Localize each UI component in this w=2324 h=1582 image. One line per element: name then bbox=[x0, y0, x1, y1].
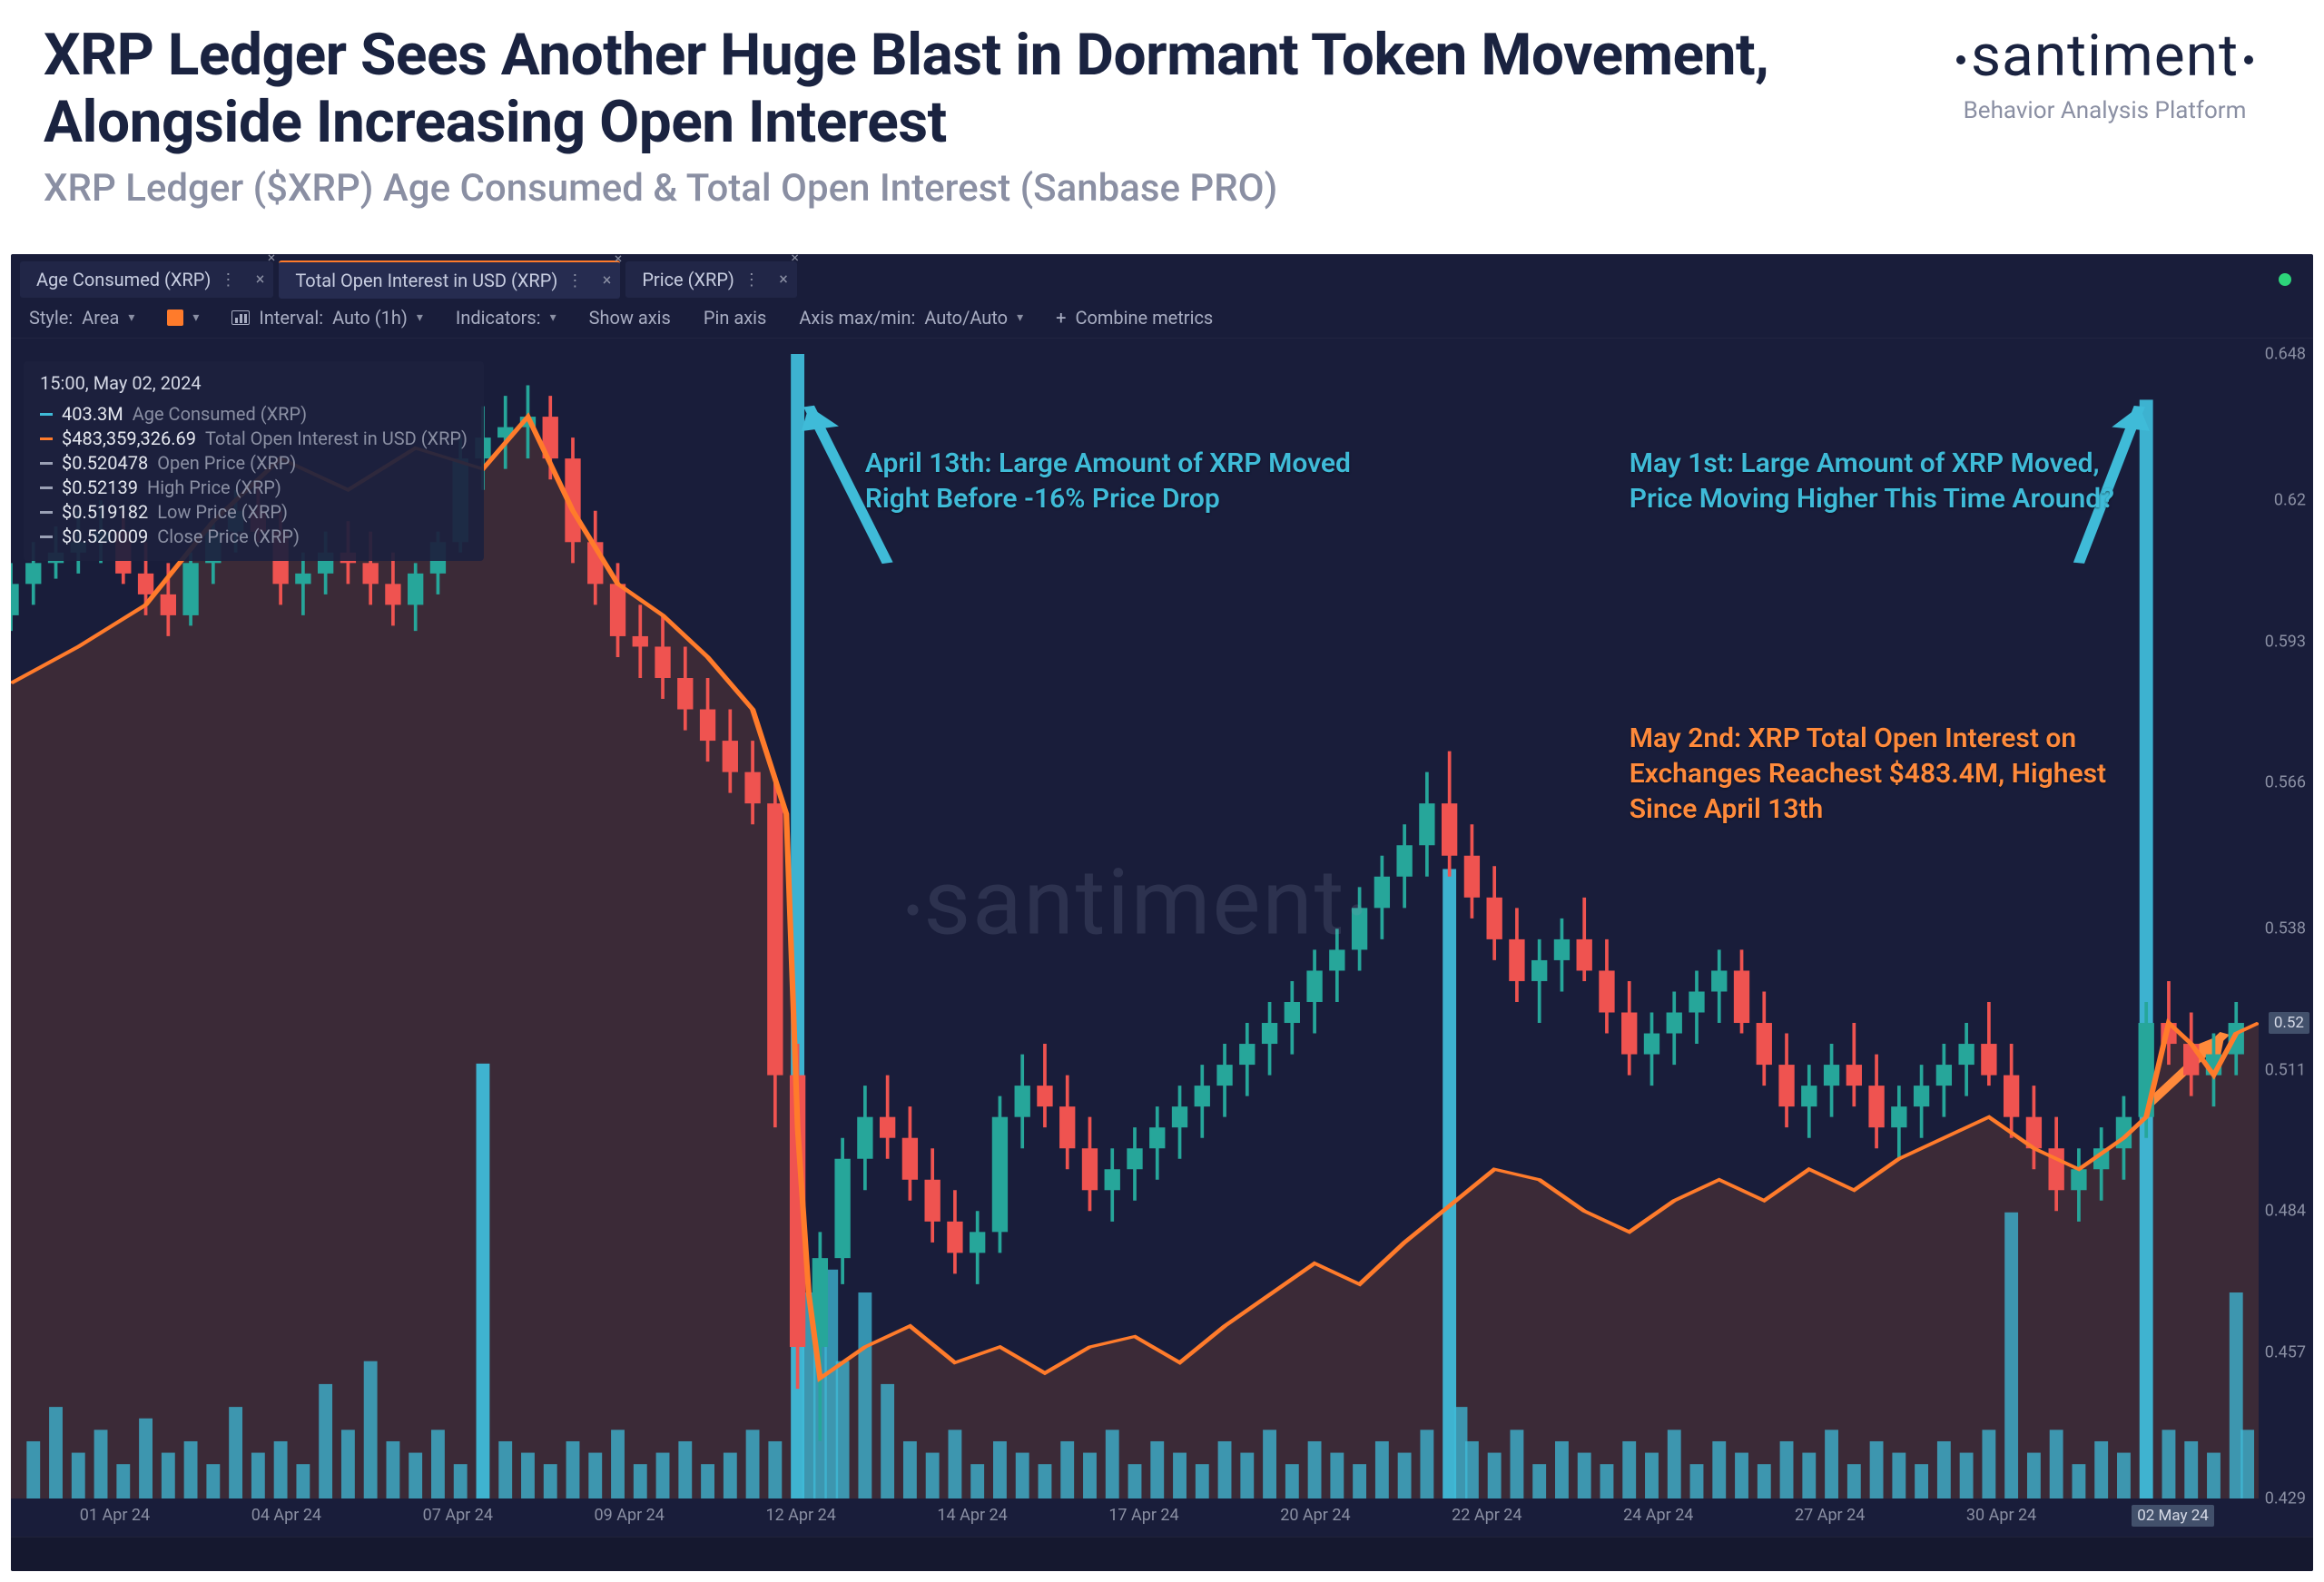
chart-toolbar: Style: Area ▾ ▾ Interval: Auto (1h) ▾ In… bbox=[11, 298, 2313, 339]
brand-tagline: Behavior Analysis Platform bbox=[1951, 97, 2259, 124]
y-tick: 0.648 bbox=[2265, 345, 2306, 364]
style-selector[interactable]: Style: Area ▾ bbox=[29, 307, 134, 329]
x-tick: 04 Apr 24 bbox=[201, 1506, 372, 1533]
x-tick: 12 Apr 24 bbox=[715, 1506, 887, 1533]
chart-container: × Age Consumed (XRP) ⋮ × × Total Open In… bbox=[11, 254, 2313, 1571]
combine-metrics-button[interactable]: +Combine metrics bbox=[1056, 307, 1213, 329]
color-swatch[interactable]: ▾ bbox=[167, 310, 199, 326]
x-tick: 02 May 24 bbox=[2087, 1506, 2259, 1533]
chevron-down-icon: ▾ bbox=[550, 310, 556, 325]
chevron-down-icon: ▾ bbox=[192, 310, 199, 325]
annotation: April 13th: Large Amount of XRP Moved Ri… bbox=[865, 446, 1355, 516]
subtitle: XRP Ledger ($XRP) Age Consumed & Total O… bbox=[44, 166, 1787, 211]
y-tick: 0.566 bbox=[2265, 773, 2306, 792]
kebab-icon[interactable]: ⋮ bbox=[220, 270, 237, 290]
chevron-down-icon: ▾ bbox=[417, 310, 423, 325]
tab-price[interactable]: × Price (XRP) ⋮ × bbox=[625, 261, 797, 298]
pin-axis-button[interactable]: Pin axis bbox=[704, 307, 766, 329]
x-tick: 20 Apr 24 bbox=[1229, 1506, 1401, 1533]
header-text: XRP Ledger Sees Another Huge Blast in Do… bbox=[44, 22, 1787, 211]
close-icon[interactable]: × bbox=[256, 270, 265, 290]
tab-open-interest[interactable]: × Total Open Interest in USD (XRP) ⋮ × bbox=[279, 260, 620, 299]
page-header: XRP Ledger Sees Another Huge Blast in Do… bbox=[0, 0, 2324, 221]
plus-icon: + bbox=[1056, 307, 1066, 329]
close-icon[interactable]: × bbox=[791, 254, 799, 266]
main-title: XRP Ledger Sees Another Huge Blast in Do… bbox=[44, 22, 1787, 155]
y-tick: 0.511 bbox=[2265, 1060, 2306, 1079]
x-tick: 17 Apr 24 bbox=[1059, 1506, 1230, 1533]
interval-selector[interactable]: Interval: Auto (1h) ▾ bbox=[231, 307, 423, 329]
status-indicator bbox=[2279, 273, 2291, 286]
x-tick: 30 Apr 24 bbox=[1915, 1506, 2087, 1533]
close-icon[interactable]: × bbox=[603, 271, 612, 290]
legend-timestamp: 15:00, May 02, 2024 bbox=[40, 372, 468, 394]
minimap[interactable] bbox=[11, 1537, 2313, 1571]
legend-row: 403.3M Age Consumed (XRP) bbox=[40, 403, 468, 425]
x-axis: 01 Apr 2404 Apr 2407 Apr 2409 Apr 2412 A… bbox=[29, 1506, 2259, 1533]
tab-label: Price (XRP) bbox=[642, 269, 734, 290]
legend-row: $0.52139 High Price (XRP) bbox=[40, 477, 468, 498]
close-icon[interactable]: × bbox=[268, 254, 276, 266]
indicators-selector[interactable]: Indicators:▾ bbox=[456, 307, 556, 329]
show-axis-button[interactable]: Show axis bbox=[589, 307, 671, 329]
tab-age-consumed[interactable]: × Age Consumed (XRP) ⋮ × bbox=[20, 261, 273, 298]
x-tick: 14 Apr 24 bbox=[887, 1506, 1059, 1533]
y-current-marker: 0.52 bbox=[2269, 1012, 2309, 1034]
y-tick: 0.593 bbox=[2265, 632, 2306, 651]
axis-minmax-selector[interactable]: Axis max/min: Auto/Auto ▾ bbox=[799, 307, 1023, 329]
legend-row: $0.520009 Close Price (XRP) bbox=[40, 526, 468, 547]
y-tick: 0.62 bbox=[2274, 491, 2306, 510]
y-tick: 0.538 bbox=[2265, 919, 2306, 938]
annotation: May 2nd: XRP Total Open Interest on Exch… bbox=[1630, 721, 2138, 827]
legend-panel: 15:00, May 02, 2024 403.3M Age Consumed … bbox=[24, 361, 484, 561]
x-tick: 07 Apr 24 bbox=[372, 1506, 544, 1533]
kebab-icon[interactable]: ⋮ bbox=[743, 270, 761, 290]
tab-label: Total Open Interest in USD (XRP) bbox=[295, 270, 557, 291]
x-tick: 27 Apr 24 bbox=[1744, 1506, 1915, 1533]
legend-row: $483,359,326.69 Total Open Interest in U… bbox=[40, 427, 468, 449]
x-tick: 22 Apr 24 bbox=[1401, 1506, 1572, 1533]
metric-tabs: × Age Consumed (XRP) ⋮ × × Total Open In… bbox=[11, 254, 2313, 298]
legend-row: $0.520478 Open Price (XRP) bbox=[40, 452, 468, 474]
bars-icon bbox=[231, 310, 250, 325]
kebab-icon[interactable]: ⋮ bbox=[566, 271, 584, 290]
x-tick: 01 Apr 24 bbox=[29, 1506, 201, 1533]
y-tick: 0.484 bbox=[2265, 1202, 2306, 1221]
chevron-down-icon: ▾ bbox=[1017, 310, 1023, 325]
annotation: May 1st: Large Amount of XRP Moved, Pric… bbox=[1630, 446, 2120, 516]
close-icon[interactable]: × bbox=[779, 270, 788, 290]
y-axis: 0.6480.620.5930.5660.5380.5110.4840.4570… bbox=[2259, 354, 2313, 1498]
close-icon[interactable]: × bbox=[615, 254, 623, 267]
chart-plot-area[interactable]: santiment 15:00, May 02, 2024 403.3M Age… bbox=[11, 354, 2259, 1498]
x-tick: 09 Apr 24 bbox=[544, 1506, 715, 1533]
y-tick: 0.457 bbox=[2265, 1342, 2306, 1361]
y-tick: 0.429 bbox=[2265, 1489, 2306, 1508]
chevron-down-icon: ▾ bbox=[128, 310, 134, 325]
brand-name: santiment bbox=[1951, 22, 2259, 90]
tab-label: Age Consumed (XRP) bbox=[36, 269, 211, 290]
brand-block: santiment Behavior Analysis Platform bbox=[1951, 22, 2280, 124]
x-tick: 24 Apr 24 bbox=[1572, 1506, 1744, 1533]
legend-row: $0.519182 Low Price (XRP) bbox=[40, 501, 468, 523]
